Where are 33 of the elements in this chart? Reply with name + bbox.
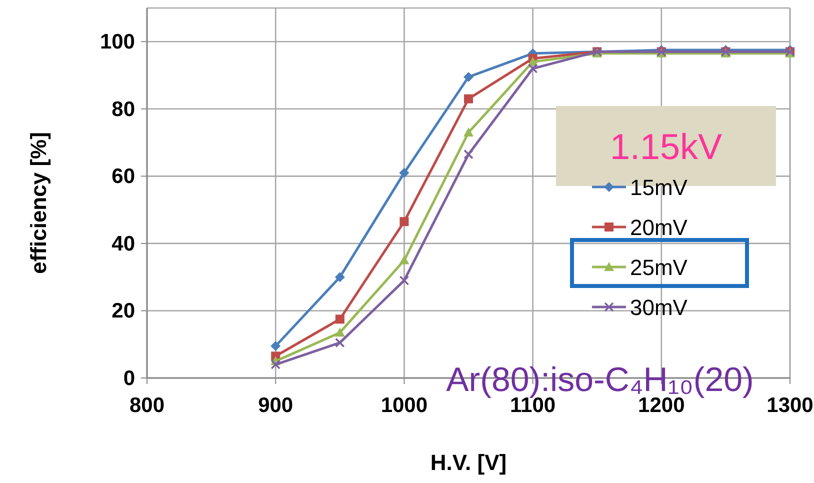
x-tick-label: 900	[258, 394, 294, 417]
x-tick-label: 1000	[380, 394, 428, 417]
point	[464, 127, 474, 136]
point	[335, 338, 345, 348]
point	[335, 314, 344, 324]
legend-label: 20mV	[630, 215, 688, 240]
legend-label: 15mV	[630, 175, 688, 200]
legend-label: 30mV	[630, 295, 688, 320]
y-tick-label: 20	[112, 300, 135, 323]
point	[270, 360, 280, 370]
point	[464, 149, 474, 160]
y-tick-label: 0	[123, 367, 135, 390]
y-tick-label: 40	[112, 232, 135, 256]
y-tick-label: 100	[100, 30, 135, 54]
point	[334, 328, 345, 337]
point	[399, 168, 410, 178]
annotation: 1.15kV	[610, 126, 722, 167]
point	[399, 276, 410, 286]
x-axis-title: H.V. [V]	[430, 450, 507, 475]
y-tick-label: 60	[112, 165, 135, 188]
x-tick-label: 800	[129, 394, 165, 417]
point	[400, 217, 409, 226]
legend-label: 25mV	[630, 255, 688, 280]
point	[528, 64, 538, 74]
point	[399, 255, 410, 264]
y-tick-label: 80	[112, 98, 135, 121]
x-tick-label: 1300	[766, 394, 814, 417]
y-axis-title: efficiency [%]	[26, 132, 51, 274]
point	[270, 341, 281, 352]
point	[334, 272, 345, 282]
point	[464, 94, 473, 104]
x-tick-label: 1200	[638, 394, 685, 417]
point	[464, 72, 474, 82]
